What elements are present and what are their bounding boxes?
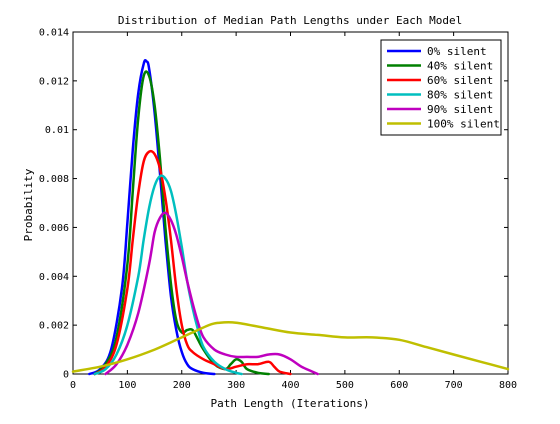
x-tick-label: 400 — [281, 380, 299, 391]
chart-title: Distribution of Median Path Lengths unde… — [118, 14, 462, 27]
y-tick-label: 0.004 — [39, 272, 69, 283]
x-axis-label: Path Length (Iterations) — [211, 397, 370, 410]
series-line-3 — [93, 149, 292, 376]
y-tick-label: 0.006 — [39, 223, 69, 234]
x-tick-label: 700 — [445, 380, 463, 391]
legend-entry-6: 100% silent — [427, 118, 500, 131]
series-line-2 — [93, 70, 271, 376]
x-tick-label: 300 — [227, 380, 245, 391]
x-tick-label: 200 — [173, 380, 191, 391]
x-tick-label: 600 — [390, 380, 408, 391]
legend-box — [380, 39, 502, 136]
y-tick-label: 0.014 — [39, 28, 69, 39]
axis-ticks: 0 100 200 300 400 500 600 700 800 0 0.002 0.004 0.00… — [39, 28, 517, 392]
y-tick-label: 0.012 — [39, 76, 69, 87]
y-tick-label: 0.002 — [39, 321, 69, 332]
series-line-6 — [71, 320, 510, 373]
legend-entry-2: 40% silent — [427, 60, 493, 73]
x-tick-label: 500 — [336, 380, 354, 391]
x-tick-label: 100 — [118, 380, 136, 391]
legend-entry-4: 80% silent — [427, 89, 493, 102]
y-axis-label: Probability — [22, 168, 35, 241]
x-tick-label: 0 — [70, 380, 76, 391]
series-line-5 — [104, 211, 319, 376]
x-tick-label: 800 — [499, 380, 517, 391]
series-lines — [71, 59, 510, 376]
legend-entry-5: 90% silent — [427, 103, 493, 116]
legend-entry-3: 60% silent — [427, 74, 493, 87]
legend-entry-1: 0% silent — [427, 45, 487, 58]
y-tick-label: 0.008 — [39, 174, 69, 185]
y-tick-label: 0.01 — [45, 125, 69, 136]
series-line-4 — [93, 174, 243, 376]
y-tick-label: 0 — [63, 370, 69, 381]
